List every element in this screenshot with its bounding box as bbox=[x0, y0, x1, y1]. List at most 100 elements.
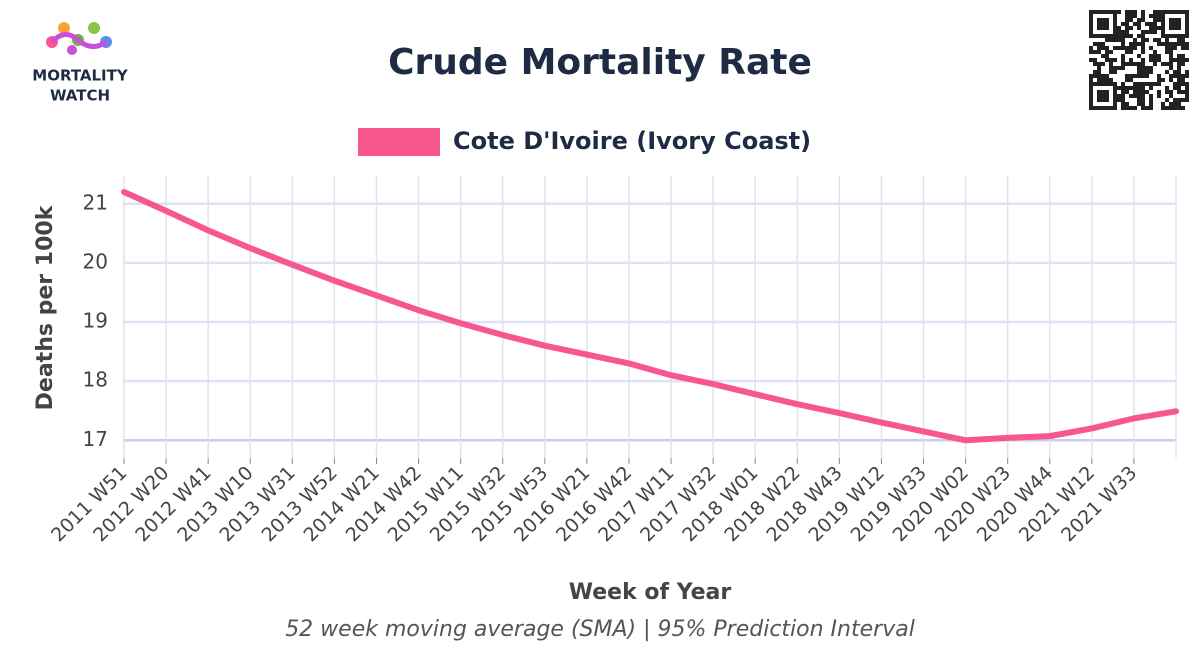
qr-cell bbox=[1137, 74, 1141, 78]
qr-cell bbox=[1129, 62, 1133, 66]
qr-cell bbox=[1121, 82, 1125, 86]
qr-cell bbox=[1097, 62, 1101, 66]
qr-cell bbox=[1093, 58, 1097, 62]
qr-cell bbox=[1125, 18, 1129, 22]
qr-cell bbox=[1165, 46, 1169, 50]
qr-cell bbox=[1173, 46, 1177, 50]
qr-cell bbox=[1109, 50, 1113, 54]
qr-cell bbox=[1089, 46, 1093, 50]
qr-finder bbox=[1097, 18, 1109, 30]
qr-cell bbox=[1125, 62, 1129, 66]
qr-cell bbox=[1117, 66, 1121, 70]
qr-cell bbox=[1113, 58, 1117, 62]
qr-cell bbox=[1125, 14, 1129, 18]
qr-cell bbox=[1153, 82, 1157, 86]
qr-cell bbox=[1121, 90, 1125, 94]
qr-cell bbox=[1173, 106, 1177, 110]
qr-cell bbox=[1101, 74, 1105, 78]
qr-cell bbox=[1105, 54, 1109, 58]
qr-cell bbox=[1169, 62, 1173, 66]
qr-cell bbox=[1153, 30, 1157, 34]
qr-cell bbox=[1105, 74, 1109, 78]
qr-cell bbox=[1137, 18, 1141, 22]
qr-cell bbox=[1185, 90, 1189, 94]
qr-cell bbox=[1141, 30, 1145, 34]
qr-cell bbox=[1161, 42, 1165, 46]
qr-finder bbox=[1097, 90, 1109, 102]
qr-cell bbox=[1121, 106, 1125, 110]
qr-cell bbox=[1137, 82, 1141, 86]
qr-finder bbox=[1169, 18, 1181, 30]
qr-cell bbox=[1101, 54, 1105, 58]
y-tick-label: 21 bbox=[83, 190, 108, 214]
qr-cell bbox=[1117, 94, 1121, 98]
qr-cell bbox=[1185, 98, 1189, 102]
qr-cell bbox=[1101, 46, 1105, 50]
qr-cell bbox=[1141, 46, 1145, 50]
qr-cell bbox=[1149, 26, 1153, 30]
qr-cell bbox=[1121, 86, 1125, 90]
qr-cell bbox=[1181, 38, 1185, 42]
qr-cell bbox=[1153, 38, 1157, 42]
qr-cell bbox=[1149, 70, 1153, 74]
qr-cell bbox=[1109, 38, 1113, 42]
qr-cell bbox=[1149, 98, 1153, 102]
qr-cell bbox=[1137, 66, 1141, 70]
qr-cell bbox=[1129, 34, 1133, 38]
qr-finder bbox=[1089, 10, 1117, 38]
qr-cell bbox=[1133, 86, 1137, 90]
qr-cell bbox=[1169, 102, 1173, 106]
qr-cell bbox=[1173, 82, 1177, 86]
qr-cell bbox=[1097, 66, 1101, 70]
qr-cell bbox=[1181, 82, 1185, 86]
qr-cell bbox=[1121, 94, 1125, 98]
qr-cell bbox=[1161, 62, 1165, 66]
qr-cell bbox=[1157, 26, 1161, 30]
qr-cell bbox=[1145, 22, 1149, 26]
qr-cell bbox=[1133, 106, 1137, 110]
qr-cell bbox=[1185, 74, 1189, 78]
qr-cell bbox=[1177, 70, 1181, 74]
qr-cell bbox=[1161, 102, 1165, 106]
qr-cell bbox=[1165, 50, 1169, 54]
qr-cell bbox=[1121, 98, 1125, 102]
qr-cell bbox=[1133, 62, 1137, 66]
qr-cell bbox=[1137, 22, 1141, 26]
qr-cell bbox=[1129, 74, 1133, 78]
qr-cell bbox=[1093, 74, 1097, 78]
qr-cell bbox=[1185, 82, 1189, 86]
qr-cell bbox=[1125, 30, 1129, 34]
qr-cell bbox=[1121, 34, 1125, 38]
y-axis-label: Deaths per 100k bbox=[33, 204, 58, 410]
qr-cell bbox=[1141, 38, 1145, 42]
qr-cell bbox=[1165, 38, 1169, 42]
qr-cell bbox=[1173, 58, 1177, 62]
qr-cell bbox=[1177, 98, 1181, 102]
qr-cell bbox=[1129, 10, 1133, 14]
qr-cell bbox=[1177, 82, 1181, 86]
x-axis-label: Week of Year bbox=[569, 580, 732, 605]
qr-cell bbox=[1133, 10, 1137, 14]
qr-cell bbox=[1141, 14, 1145, 18]
qr-cell bbox=[1181, 42, 1185, 46]
qr-cell bbox=[1141, 18, 1145, 22]
qr-cell bbox=[1137, 62, 1141, 66]
qr-cell bbox=[1125, 22, 1129, 26]
qr-cell bbox=[1173, 98, 1177, 102]
qr-cell bbox=[1101, 62, 1105, 66]
qr-cell bbox=[1129, 78, 1133, 82]
qr-cell bbox=[1157, 14, 1161, 18]
qr-cell bbox=[1097, 74, 1101, 78]
subtitle: 52 week moving average (SMA) | 95% Predi… bbox=[285, 617, 915, 642]
qr-cell bbox=[1177, 106, 1181, 110]
qr-cell bbox=[1185, 58, 1189, 62]
qr-cell bbox=[1109, 70, 1113, 74]
qr-cell bbox=[1165, 90, 1169, 94]
qr-cell bbox=[1149, 46, 1153, 50]
qr-cell bbox=[1117, 34, 1121, 38]
qr-cell bbox=[1137, 70, 1141, 74]
qr-cell bbox=[1177, 38, 1181, 42]
qr-cell bbox=[1133, 74, 1137, 78]
qr-cell bbox=[1177, 54, 1181, 58]
